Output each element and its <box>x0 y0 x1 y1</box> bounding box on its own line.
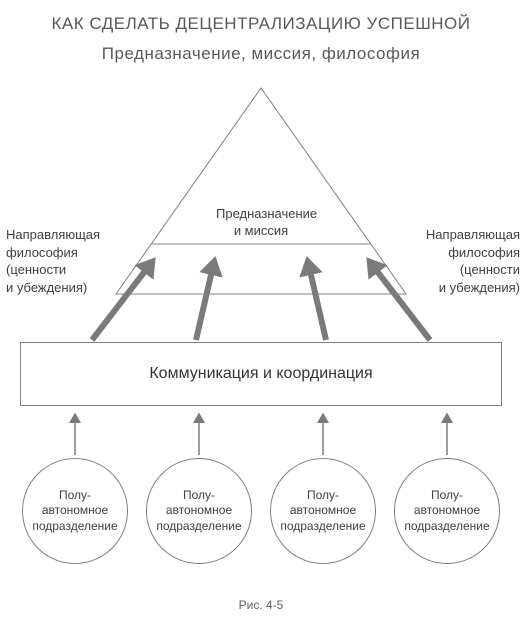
unit-circle-label: Полу-автономноеподразделение <box>32 488 117 535</box>
triangle <box>116 88 406 294</box>
triangle-label: Предназначениеи миссия <box>216 206 306 240</box>
side-label-left: Направляющаяфилософия(ценностии убеждени… <box>6 226 116 296</box>
unit-circle-label: Полу-автономноеподразделение <box>156 488 241 535</box>
unit-circle: Полу-автономноеподразделение <box>22 458 128 564</box>
page-subtitle: Предназначение, миссия, философия <box>0 44 522 64</box>
middle-box-label: Коммуникация и координация <box>149 365 372 383</box>
page-title: КАК СДЕЛАТЬ ДЕЦЕНТРАЛИЗАЦИЮ УСПЕШНОЙ <box>0 14 522 34</box>
middle-box: Коммуникация и координация <box>20 342 502 406</box>
unit-circle: Полу-автономноеподразделение <box>146 458 252 564</box>
unit-circle: Полу-автономноеподразделение <box>394 458 500 564</box>
side-label-right: Направляющаяфилософия(ценностии убеждени… <box>408 226 520 296</box>
figure-caption: Рис. 4-5 <box>0 598 522 612</box>
thin-arrows <box>75 414 447 455</box>
thick-arrows <box>92 262 430 340</box>
unit-circle-label: Полу-автономноеподразделение <box>404 488 489 535</box>
unit-circle: Полу-автономноеподразделение <box>270 458 376 564</box>
unit-circle-label: Полу-автономноеподразделение <box>280 488 365 535</box>
